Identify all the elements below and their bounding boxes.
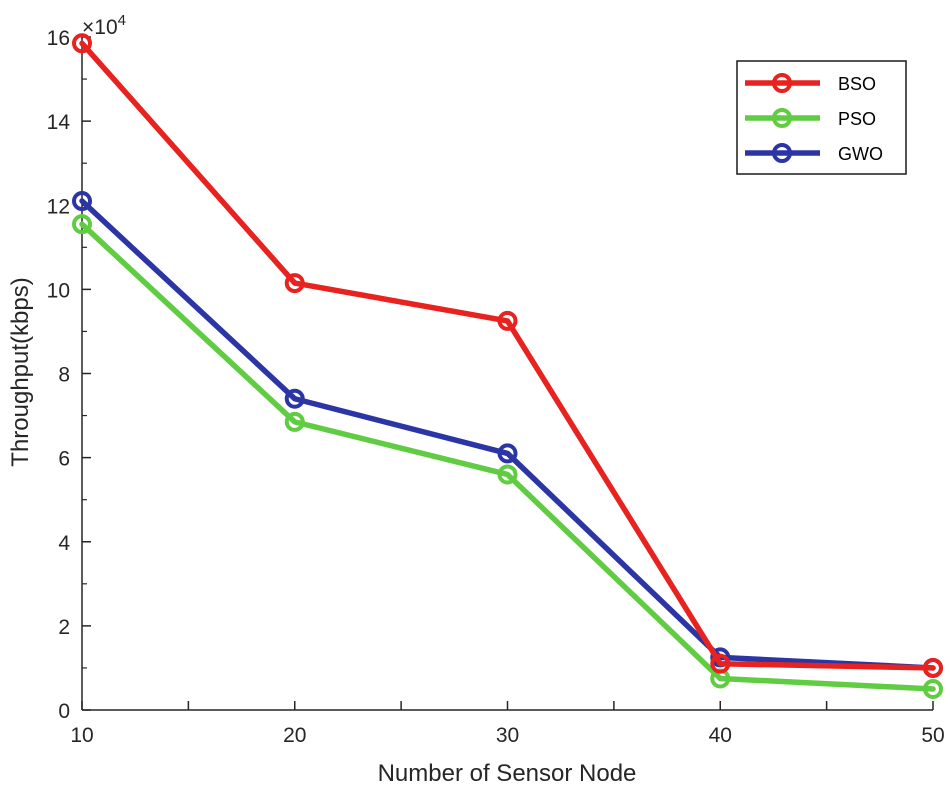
data-point-pso <box>284 411 305 432</box>
legend-label: PSO <box>838 109 876 129</box>
series-bso <box>72 33 943 678</box>
x-tick-label: 20 <box>283 724 306 747</box>
legend-label: BSO <box>838 74 876 94</box>
y-axis-title: Throughput(kbps) <box>7 277 34 466</box>
data-point-bso <box>284 273 305 294</box>
data-point-gwo <box>284 388 305 409</box>
series-pso <box>72 214 943 699</box>
y-multiplier-label: ×104 <box>82 12 126 39</box>
y-tick-label: 14 <box>47 111 71 134</box>
legend-swatch-marker <box>772 143 792 163</box>
y-tick-label: 12 <box>47 195 70 218</box>
data-point-gwo <box>497 443 518 464</box>
series-layer <box>72 33 943 699</box>
y-tick-label: 2 <box>58 616 70 639</box>
series-line-gwo <box>79 198 936 671</box>
data-point-pso <box>923 678 943 699</box>
data-point-bso <box>710 653 731 674</box>
legend-entry-bso: BSO <box>745 73 876 94</box>
legend-entry-pso: PSO <box>745 108 876 129</box>
y-tick-label: 16 <box>47 27 70 50</box>
legend-label: GWO <box>838 144 883 164</box>
y-tick-label: 4 <box>58 532 70 555</box>
legend-swatch-marker <box>772 108 792 128</box>
data-point-gwo <box>72 191 92 212</box>
x-tick-label: 50 <box>921 724 944 747</box>
series-line-pso <box>79 221 936 692</box>
data-point-bso <box>923 657 943 678</box>
series-line-bso <box>79 40 936 671</box>
x-tick-label: 30 <box>496 724 519 747</box>
data-point-pso <box>497 464 518 485</box>
x-axis-title: Number of Sensor Node <box>378 760 637 787</box>
y-tick-label: 8 <box>58 364 70 387</box>
series-gwo <box>72 191 943 678</box>
y-tick-label: 0 <box>58 700 70 723</box>
x-tick-label: 40 <box>709 724 732 747</box>
y-tick-label: 10 <box>47 279 70 302</box>
legend: BSO PSO GWO <box>736 60 907 175</box>
y-tick-label: 6 <box>58 448 70 471</box>
labels-layer: ×104 Number of Sensor Node Throughput(kb… <box>7 12 636 787</box>
legend-swatch-marker <box>772 73 792 93</box>
data-point-bso <box>497 310 518 331</box>
data-point-pso <box>72 214 92 235</box>
x-tick-label: 10 <box>70 724 93 747</box>
legend-entry-gwo: GWO <box>745 143 883 164</box>
data-point-bso <box>72 33 92 54</box>
axes: 10 20 30 40 50 0 2 4 6 8 10 12 14 16 <box>47 27 945 747</box>
